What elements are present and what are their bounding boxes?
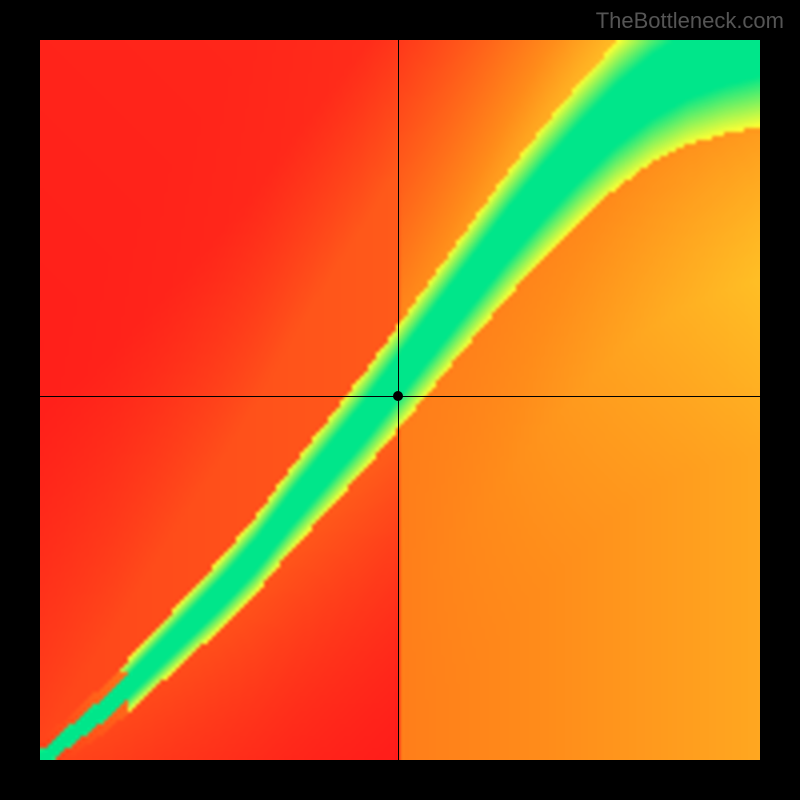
crosshair-marker (393, 391, 403, 401)
watermark-text: TheBottleneck.com (596, 8, 784, 34)
chart-container: TheBottleneck.com (0, 0, 800, 800)
plot-area (40, 40, 760, 760)
